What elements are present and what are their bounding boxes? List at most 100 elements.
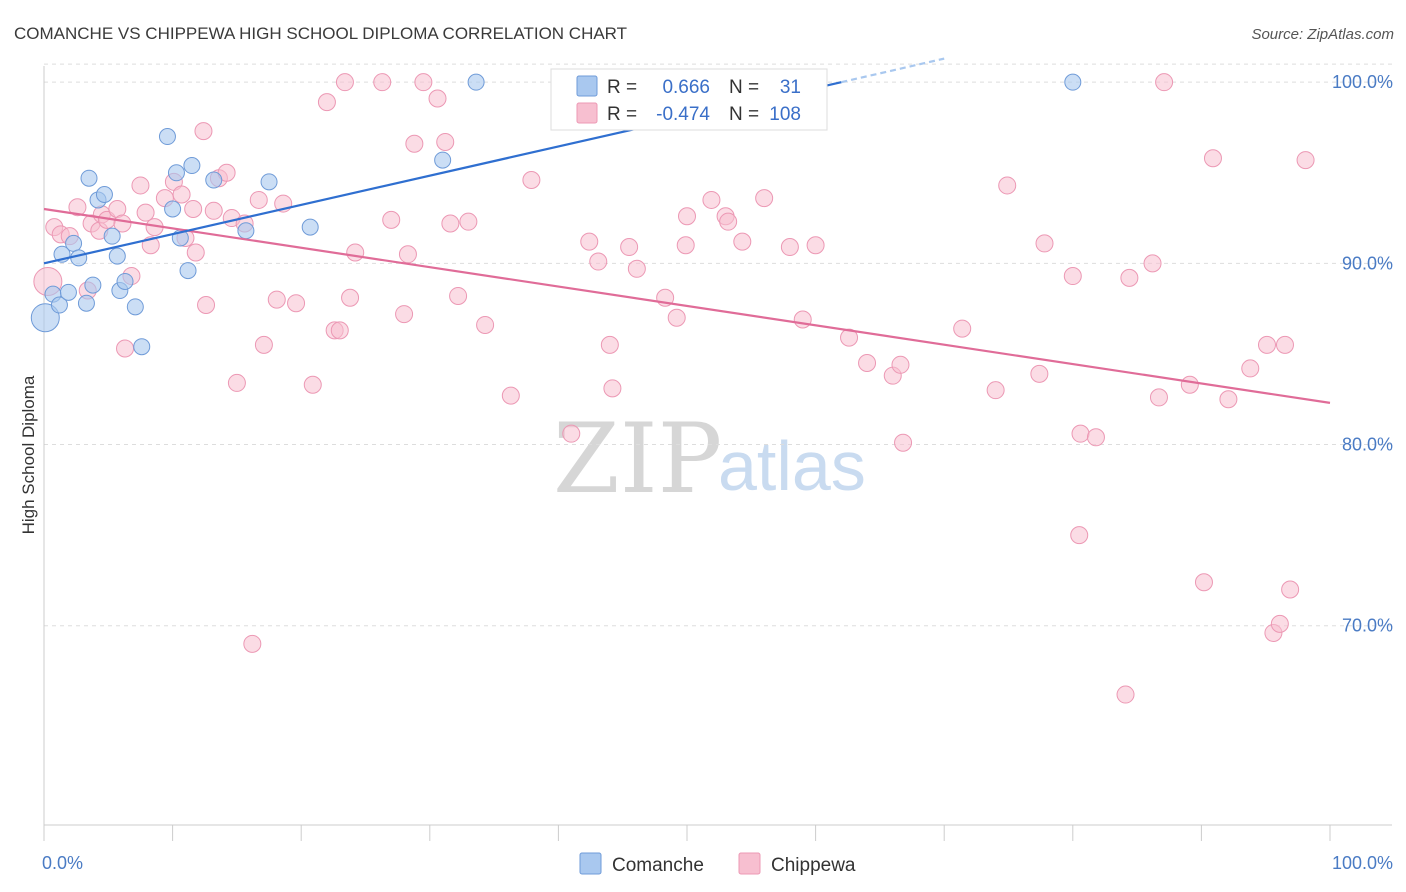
chippewa-point xyxy=(1030,364,1049,383)
chippewa-n-value: 108 xyxy=(769,104,801,125)
comanche-point xyxy=(30,303,60,333)
chippewa-point xyxy=(894,433,913,452)
x-tick-label-min: 0.0% xyxy=(42,853,83,873)
chippewa-point xyxy=(733,232,752,251)
chippewa-point xyxy=(858,354,877,372)
chippewa-point xyxy=(580,232,599,251)
chippewa-point xyxy=(1257,335,1276,354)
chippewa-point xyxy=(68,198,87,217)
comanche-point xyxy=(158,128,176,146)
chippewa-point xyxy=(414,73,433,92)
chippewa-point xyxy=(1149,388,1168,407)
chippewa-point xyxy=(1120,268,1139,287)
chippewa-point xyxy=(986,381,1005,400)
y-tick-label: 90.0% xyxy=(1342,253,1393,273)
chippewa-point xyxy=(1143,254,1162,273)
chippewa-point xyxy=(780,238,799,257)
chippewa-point xyxy=(1155,73,1174,92)
chippewa-point xyxy=(1270,614,1289,633)
chippewa-point xyxy=(755,189,774,208)
comanche-point xyxy=(70,249,88,267)
chippewa-point xyxy=(1241,359,1260,378)
y-tick-label: 70.0% xyxy=(1342,616,1393,636)
chippewa-point xyxy=(998,176,1017,195)
chippewa-point xyxy=(1180,375,1199,394)
chippewa-point xyxy=(1203,149,1222,168)
comanche-trendline-extension xyxy=(841,57,945,84)
legend-label-chippewa: Chippewa xyxy=(771,855,856,876)
chippewa-point xyxy=(136,203,155,222)
chippewa-point xyxy=(1219,390,1238,409)
chippewa-point xyxy=(449,286,468,305)
chippewa-point xyxy=(840,328,859,347)
chippewa-point xyxy=(806,236,825,255)
chippewa-point xyxy=(395,305,414,324)
chippewa-point xyxy=(131,176,150,195)
watermark: ZIP atlas xyxy=(553,403,866,515)
x-tick-label-max: 100.0% xyxy=(1332,853,1393,873)
chippewa-point xyxy=(459,212,478,231)
axes xyxy=(43,66,1392,841)
chippewa-point xyxy=(667,308,686,327)
comanche-series xyxy=(30,73,1082,356)
chippewa-point xyxy=(600,335,619,354)
y-tick-label: 100.0% xyxy=(1332,72,1393,92)
chippewa-point xyxy=(441,214,460,233)
chippewa-point xyxy=(194,122,213,141)
chippewa-point xyxy=(562,424,581,443)
chippewa-point xyxy=(341,288,360,307)
watermark-zip: ZIP xyxy=(553,403,722,515)
chippewa-point xyxy=(620,238,639,257)
chart-title: COMANCHE VS CHIPPEWA HIGH SCHOOL DIPLOMA… xyxy=(14,24,627,43)
chart-source: Source: ZipAtlas.com xyxy=(1251,26,1394,43)
comanche-r-label: R = xyxy=(607,77,637,98)
chippewa-point xyxy=(627,259,646,278)
comanche-point xyxy=(260,173,278,191)
comanche-point xyxy=(103,227,121,245)
comanche-point xyxy=(237,222,255,240)
comanche-point xyxy=(179,262,197,280)
comanche-point xyxy=(183,157,201,175)
comanche-point xyxy=(108,247,126,265)
chippewa-point xyxy=(1071,424,1090,443)
comanche-point xyxy=(301,218,319,236)
stats-legend: R = 0.666 N = 31 R = -0.474 N = 108 xyxy=(550,68,828,131)
chippewa-r-label: R = xyxy=(607,104,637,125)
x-tick-labels: 0.0% 100.0% xyxy=(42,853,1393,873)
chippewa-point xyxy=(373,73,392,92)
chippewa-point xyxy=(116,339,135,358)
chippewa-series xyxy=(33,73,1315,704)
comanche-swatch xyxy=(576,75,598,97)
chippewa-point xyxy=(1275,335,1294,354)
chippewa-point xyxy=(405,134,424,153)
chippewa-point xyxy=(603,379,622,398)
y-tick-label: 80.0% xyxy=(1342,435,1393,455)
chippewa-n-label: N = xyxy=(729,104,759,125)
chippewa-point xyxy=(335,73,354,92)
chippewa-point xyxy=(1281,580,1300,599)
chippewa-point xyxy=(1070,526,1089,545)
chippewa-point xyxy=(953,319,972,338)
chippewa-point xyxy=(303,375,322,394)
chippewa-point xyxy=(254,335,273,354)
chippewa-point xyxy=(317,93,336,112)
comanche-n-value: 31 xyxy=(780,77,801,98)
chippewa-point xyxy=(267,290,286,309)
chippewa-point xyxy=(1035,234,1054,253)
chippewa-point xyxy=(428,89,447,108)
chippewa-point xyxy=(702,190,721,209)
chippewa-point xyxy=(227,373,246,392)
chippewa-point xyxy=(172,185,191,204)
chippewa-point xyxy=(676,236,695,255)
comanche-point xyxy=(84,276,102,294)
comanche-point xyxy=(133,338,151,356)
comanche-point xyxy=(205,171,223,189)
chippewa-point xyxy=(719,212,738,231)
chippewa-trendline xyxy=(43,207,1331,404)
chippewa-point xyxy=(204,201,223,220)
chippewa-point xyxy=(398,245,417,264)
comanche-point xyxy=(434,151,452,169)
chippewa-point xyxy=(186,243,205,262)
comanche-point xyxy=(116,272,134,290)
